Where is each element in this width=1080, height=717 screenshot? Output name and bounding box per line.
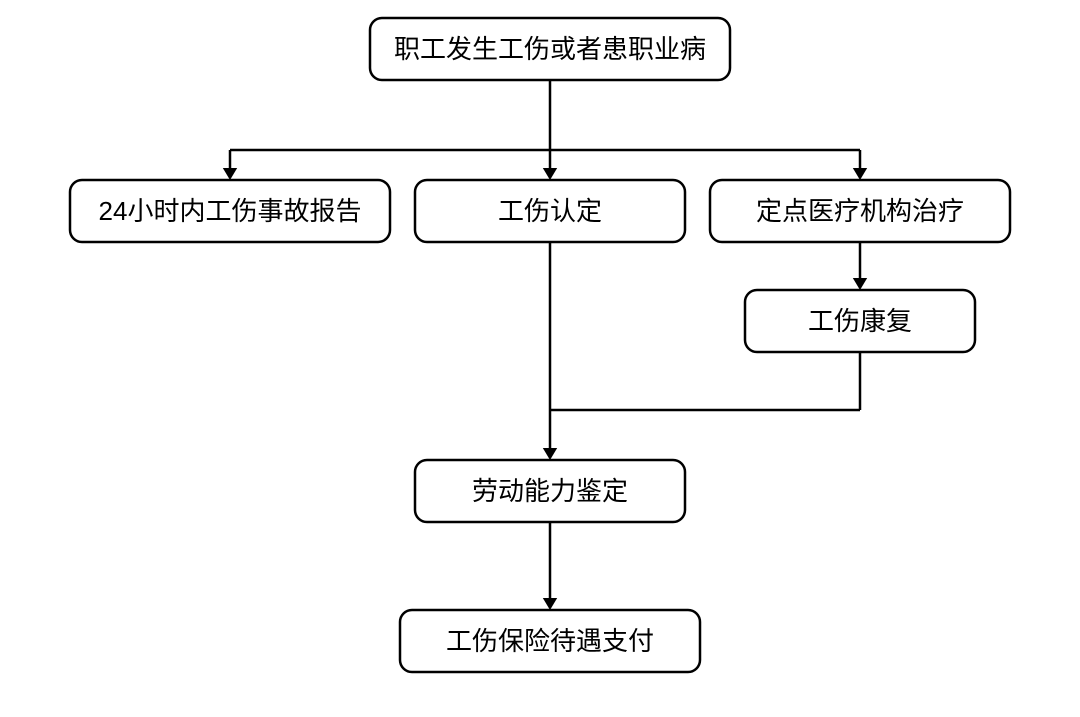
arrow-head xyxy=(853,278,867,290)
flow-node-n6: 劳动能力鉴定 xyxy=(415,460,685,522)
arrow-head xyxy=(543,448,557,460)
arrow-head xyxy=(223,168,237,180)
flow-node-n1: 职工发生工伤或者患职业病 xyxy=(370,18,730,80)
node-label: 定点医疗机构治疗 xyxy=(756,196,964,226)
flow-node-n5: 工伤康复 xyxy=(745,290,975,352)
flow-node-n4: 定点医疗机构治疗 xyxy=(710,180,1010,242)
flow-node-n2: 24小时内工伤事故报告 xyxy=(70,180,390,242)
node-label: 工伤康复 xyxy=(808,306,912,336)
arrow-head xyxy=(543,168,557,180)
node-label: 24小时内工伤事故报告 xyxy=(99,196,362,226)
node-label: 职工发生工伤或者患职业病 xyxy=(394,34,706,64)
node-label: 工伤保险待遇支付 xyxy=(446,626,654,656)
arrow-head xyxy=(543,598,557,610)
node-label: 劳动能力鉴定 xyxy=(472,476,628,506)
flowchart-canvas: 职工发生工伤或者患职业病 24小时内工伤事故报告 工伤认定 定点医疗机构治疗工伤康复劳… xyxy=(0,0,1080,717)
node-label: 工伤认定 xyxy=(498,196,602,226)
arrow-head xyxy=(853,168,867,180)
flow-node-n7: 工伤保险待遇支付 xyxy=(400,610,700,672)
flow-node-n3: 工伤认定 xyxy=(415,180,685,242)
